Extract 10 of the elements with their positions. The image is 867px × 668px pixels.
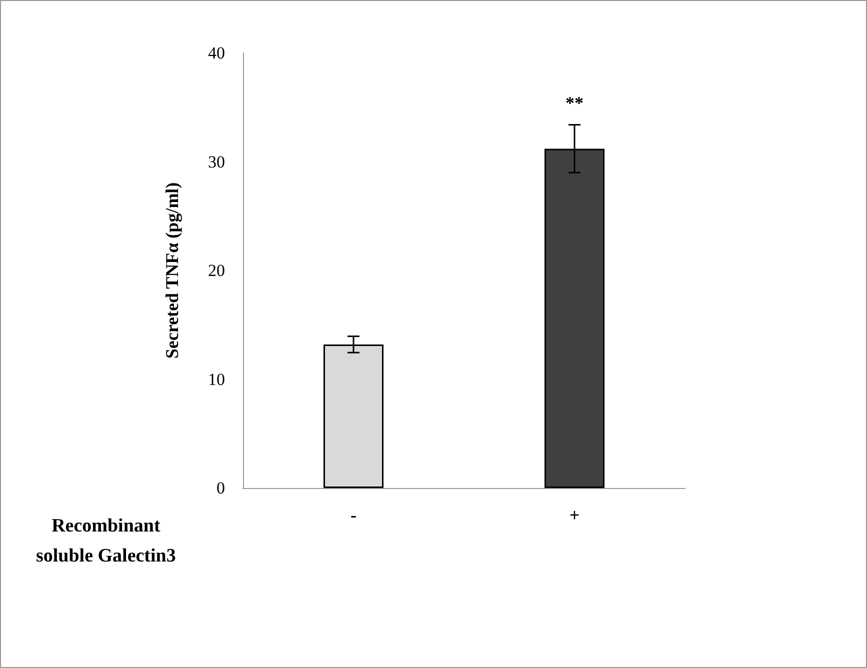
- y-tick-label: 10: [208, 370, 225, 389]
- x-axis-title: Recombinant soluble Galectin3: [36, 516, 176, 566]
- annotation: **: [566, 92, 584, 113]
- y-axis-title: Secreted TNFα (pg/ml): [162, 182, 182, 359]
- y-tick-label: 40: [208, 44, 225, 62]
- x-tick-label: -: [350, 505, 356, 525]
- y-tick-label: 0: [216, 478, 225, 498]
- y-tick-label: 20: [208, 261, 225, 280]
- y-tick-label: 30: [208, 152, 225, 172]
- x-tick-label: +: [569, 505, 580, 525]
